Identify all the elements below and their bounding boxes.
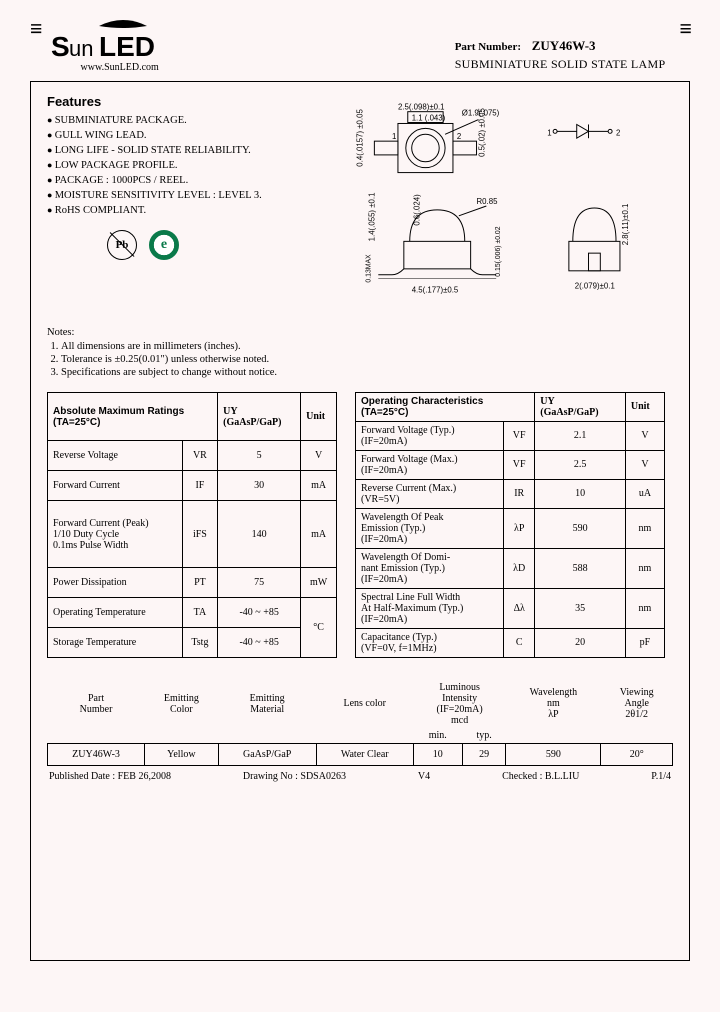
svg-text:4.5(.177)±0.5: 4.5(.177)±0.5 bbox=[412, 285, 459, 294]
menu-icon-right: ≡ bbox=[679, 20, 690, 38]
feature-item: SUBMINIATURE PACKAGE. bbox=[47, 115, 327, 126]
table-cell: 20° bbox=[601, 743, 673, 765]
svg-text:0.15(.006) ±0.02: 0.15(.006) ±0.02 bbox=[495, 226, 502, 276]
svg-text:R0.85: R0.85 bbox=[477, 197, 499, 206]
svg-text:un: un bbox=[69, 36, 93, 61]
part-label: Part Number: bbox=[455, 41, 521, 53]
svg-text:0.6(.024): 0.6(.024) bbox=[413, 194, 422, 226]
feature-item: RoHS COMPLIANT. bbox=[47, 205, 327, 216]
page: ≡ S un LED www.SunLED.com Part Number: Z… bbox=[0, 0, 720, 979]
footer-page: P.1/4 bbox=[651, 771, 671, 782]
svg-text:1.4(.055) ±0.1: 1.4(.055) ±0.1 bbox=[367, 193, 376, 242]
svg-text:0.5(.02) ±0.05: 0.5(.02) ±0.05 bbox=[477, 107, 486, 156]
header: ≡ S un LED www.SunLED.com Part Number: Z… bbox=[30, 20, 690, 73]
svg-text:2.5(.098)±0.1: 2.5(.098)±0.1 bbox=[398, 103, 445, 112]
logo-url: www.SunLED.com bbox=[81, 62, 201, 73]
svg-text:2(.079)±0.1: 2(.079)±0.1 bbox=[575, 282, 615, 291]
svg-text:1: 1 bbox=[547, 128, 551, 137]
logo: S un LED www.SunLED.com bbox=[51, 20, 201, 73]
footer-version: V4 bbox=[418, 771, 430, 782]
note-item: All dimensions are in millimeters (inche… bbox=[61, 341, 673, 352]
feature-item: PACKAGE : 1000PCS / REEL. bbox=[47, 175, 327, 186]
notes-title: Notes: bbox=[47, 327, 673, 338]
svg-text:0.13MAX: 0.13MAX bbox=[365, 254, 372, 283]
svg-text:2: 2 bbox=[457, 132, 461, 141]
footer: Published Date : FEB 26,2008 Drawing No … bbox=[47, 766, 673, 782]
features: Features SUBMINIATURE PACKAGE. GULL WING… bbox=[47, 94, 327, 323]
feature-item: MOISTURE SENSITIVITY LEVEL : LEVEL 3. bbox=[47, 190, 327, 201]
svg-text:0.4(.0157) ±0.05: 0.4(.0157) ±0.05 bbox=[356, 109, 365, 167]
footer-pubdate: Published Date : FEB 26,2008 bbox=[49, 771, 171, 782]
part-number: ZUY46W-3 bbox=[532, 38, 596, 53]
table-cell: Yellow bbox=[145, 743, 219, 765]
footer-checked: Checked : B.L.LIU bbox=[502, 771, 579, 782]
svg-text:2: 2 bbox=[616, 128, 620, 137]
feature-item: GULL WING LEAD. bbox=[47, 130, 327, 141]
note-item: Tolerance is ±0.25(0.01") unless otherwi… bbox=[61, 354, 673, 365]
table-cell: ZUY46W-3 bbox=[48, 743, 145, 765]
pb-free-icon: Pb bbox=[107, 230, 137, 260]
product-table: Part Number Emitting Color Emitting Mate… bbox=[47, 680, 673, 766]
table-cell: 10 bbox=[413, 743, 462, 765]
part-block: Part Number: ZUY46W-3 SUBMINIATURE SOLID… bbox=[455, 38, 666, 72]
note-item: Specifications are subject to change wit… bbox=[61, 367, 673, 378]
op-char-table: Operating Characteristics(TA=25°C) UY(Ga… bbox=[355, 392, 665, 658]
table-cell: 29 bbox=[462, 743, 506, 765]
svg-text:LED: LED bbox=[99, 31, 155, 62]
features-title: Features bbox=[47, 94, 327, 109]
table-cell: 590 bbox=[506, 743, 601, 765]
feature-item: LOW PACKAGE PROFILE. bbox=[47, 160, 327, 171]
table-cell: Water Clear bbox=[316, 743, 413, 765]
menu-icon: ≡ bbox=[30, 20, 41, 38]
abs-max-table: Absolute Maximum Ratings(TA=25°C) UY(GaA… bbox=[47, 392, 337, 658]
feature-item: LONG LIFE - SOLID STATE RELIABILITY. bbox=[47, 145, 327, 156]
svg-text:1: 1 bbox=[392, 132, 396, 141]
rohs-icon: e bbox=[149, 230, 179, 260]
notes: Notes: All dimensions are in millimeters… bbox=[47, 327, 673, 378]
footer-drawing: Drawing No : SDSA0263 bbox=[243, 771, 346, 782]
svg-text:1.1 (.043): 1.1 (.043) bbox=[412, 114, 446, 123]
content-frame: Features SUBMINIATURE PACKAGE. GULL WING… bbox=[30, 81, 690, 961]
svg-text:S: S bbox=[51, 31, 70, 62]
mechanical-drawing: 2.5(.098)±0.1 1.1 (.043) Ø1.9(.075) 0.4(… bbox=[339, 94, 673, 323]
table-cell: GaAsP/GaP bbox=[218, 743, 316, 765]
svg-text:2.8(.11)±0.1: 2.8(.11)±0.1 bbox=[621, 204, 630, 246]
subtitle: SUBMINIATURE SOLID STATE LAMP bbox=[455, 57, 666, 72]
